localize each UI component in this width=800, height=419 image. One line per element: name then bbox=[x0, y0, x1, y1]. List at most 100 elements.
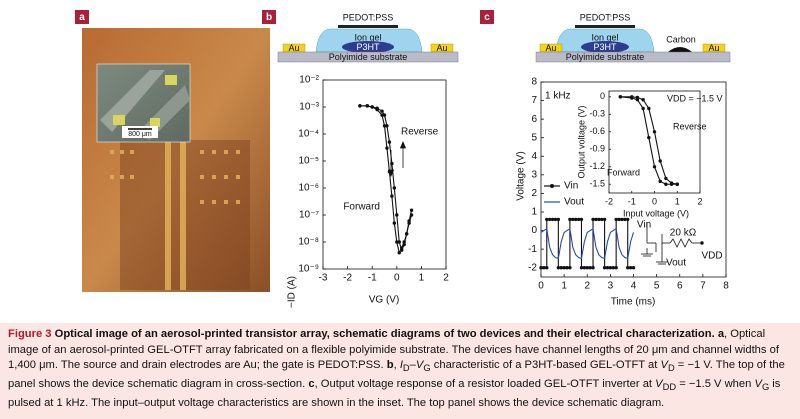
y-tick-label: -1 bbox=[528, 244, 537, 255]
caption-part: a bbox=[717, 328, 725, 340]
device-schematic: PEDOT:PSS Ion gel Au Au P3HT Polyimide s… bbox=[277, 12, 459, 63]
annotation: Reverse bbox=[673, 121, 707, 131]
annotation: Forward bbox=[343, 202, 380, 213]
x-tick-label: 0 bbox=[652, 196, 657, 206]
data-point bbox=[597, 217, 601, 222]
caption-figure-number: Figure 3 bbox=[8, 328, 52, 340]
data-point bbox=[370, 105, 374, 109]
y-tick-label: -0.6 bbox=[589, 126, 605, 136]
data-point bbox=[556, 217, 561, 222]
data-point bbox=[387, 170, 392, 174]
data-point bbox=[545, 266, 549, 270]
data-point bbox=[626, 217, 630, 222]
data-point bbox=[365, 104, 369, 108]
caption-subscript: G bbox=[761, 382, 770, 393]
x-tick-label: 3 bbox=[608, 281, 614, 292]
data-point bbox=[605, 266, 610, 270]
annotation: Reverse bbox=[401, 127, 439, 138]
data-point bbox=[611, 266, 615, 270]
data-point bbox=[553, 217, 558, 222]
data-point bbox=[385, 124, 389, 128]
resistor-label: Carbon bbox=[666, 34, 696, 44]
data-point bbox=[380, 113, 384, 117]
data-point bbox=[550, 217, 555, 222]
data-point bbox=[390, 194, 394, 198]
y-tick-label: 4 bbox=[531, 151, 537, 162]
data-point bbox=[375, 106, 379, 110]
data-point bbox=[664, 182, 668, 186]
data-point bbox=[658, 179, 662, 184]
caption-symbol: I bbox=[399, 359, 403, 372]
data-point bbox=[614, 266, 618, 270]
annotation: Forward bbox=[607, 167, 640, 177]
data-point bbox=[579, 217, 584, 222]
caption-symbol: V bbox=[754, 378, 762, 391]
caption-subscript: D bbox=[667, 363, 675, 374]
panel-letter: a bbox=[79, 12, 85, 23]
y-tick-label: 8 bbox=[531, 77, 537, 88]
data-point bbox=[635, 95, 640, 100]
y-tick-label: -0.3 bbox=[589, 109, 605, 119]
data-line bbox=[540, 227, 635, 260]
annotation: VDD = −1.5 V bbox=[667, 93, 723, 103]
legend-label: Vin bbox=[564, 181, 578, 192]
data-point bbox=[397, 240, 401, 244]
x-tick-label: -3 bbox=[319, 273, 328, 284]
data-point bbox=[594, 217, 598, 222]
caption-text: , Optical image of an aerosol-printed GE… bbox=[8, 328, 779, 372]
data-point bbox=[402, 242, 406, 247]
y-tick-label: 5 bbox=[531, 132, 537, 143]
x-tick-label: 5 bbox=[654, 281, 660, 292]
y-tick-label: -2 bbox=[528, 262, 537, 273]
substrate-label: Polyimide substrate bbox=[329, 52, 408, 62]
semiconductor-label: P3HT bbox=[356, 42, 380, 52]
x-tick-label: 7 bbox=[700, 281, 706, 292]
data-line bbox=[620, 96, 678, 185]
y-tick-label: 3 bbox=[531, 169, 537, 180]
x-tick-label: 2 bbox=[443, 273, 449, 284]
y-tick-label: 10⁻² bbox=[299, 75, 319, 86]
y-tick-label: 10⁻⁸ bbox=[298, 237, 319, 248]
y-tick-label: 10⁻⁵ bbox=[298, 156, 319, 167]
y-tick-label: 0 bbox=[531, 225, 537, 236]
data-point bbox=[400, 248, 404, 252]
data-point bbox=[631, 266, 636, 270]
legend-label: Vout bbox=[564, 197, 584, 208]
drain-label: Au bbox=[436, 43, 447, 53]
y-tick-label: 10⁻⁹ bbox=[298, 264, 319, 275]
y-tick-label: -0.9 bbox=[589, 144, 605, 154]
data-point bbox=[392, 221, 397, 225]
y-tick-label: 0 bbox=[600, 91, 605, 101]
caption-text: – bbox=[409, 359, 416, 372]
y-tick-label: -1.2 bbox=[589, 161, 605, 171]
y-tick-label: 2 bbox=[531, 188, 537, 199]
caption-symbol: V bbox=[415, 359, 424, 372]
y-tick-label: 7 bbox=[531, 95, 537, 106]
data-point bbox=[382, 124, 387, 128]
data-point bbox=[568, 217, 572, 222]
source-label: Au bbox=[288, 43, 299, 53]
caption-part: c bbox=[308, 378, 315, 391]
data-point bbox=[404, 232, 409, 236]
data-point bbox=[582, 266, 587, 270]
data-point bbox=[380, 109, 384, 113]
gate-label: PEDOT:PSS bbox=[343, 12, 394, 22]
data-point bbox=[358, 104, 362, 108]
data-point bbox=[635, 98, 640, 102]
figure: a b c 800 μm PEDOT:PSS Ion gel Au bbox=[75, 10, 731, 308]
caption-text: is pulsed at 1 kHz. The input–output vol… bbox=[8, 378, 781, 409]
panel-letter-box bbox=[480, 10, 494, 24]
x-tick-label: 1 bbox=[675, 196, 680, 206]
data-point bbox=[409, 208, 414, 212]
data-point bbox=[547, 217, 552, 222]
data-point bbox=[397, 251, 401, 255]
caption-symbol: V bbox=[655, 378, 663, 391]
data-point bbox=[556, 266, 561, 270]
data-point bbox=[647, 106, 651, 111]
photo: 800 μm bbox=[82, 28, 270, 292]
x-axis-label: VG (V) bbox=[369, 295, 400, 306]
data-point bbox=[588, 266, 592, 270]
data-point bbox=[602, 266, 607, 270]
x-tick-label: 0 bbox=[394, 273, 400, 284]
source-label: Au bbox=[545, 43, 556, 53]
